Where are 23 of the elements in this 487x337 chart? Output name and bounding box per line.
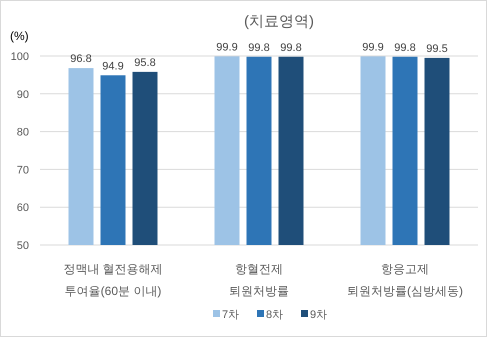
chart-title: (치료영역) (244, 13, 314, 30)
data-label: 99.8 (248, 42, 270, 54)
y-tick-label: 100 (10, 51, 29, 63)
data-label: 94.9 (102, 60, 124, 72)
legend-label: 8차 (266, 309, 284, 321)
y-tick-label: 70 (16, 164, 29, 176)
data-label: 99.5 (426, 42, 448, 55)
data-label: 95.8 (134, 56, 156, 69)
legend-label: 9차 (310, 309, 328, 321)
y-tick-label: 60 (16, 202, 29, 214)
y-tick-label: 90 (16, 88, 29, 101)
x-tick-label: 항응고제 퇴원처방률(심방세동) (347, 262, 463, 298)
data-label: 99.8 (280, 42, 302, 54)
y-tick-label: 80 (16, 126, 29, 139)
y-axis-title: (%) (10, 29, 29, 43)
legend-label: 7차 (222, 309, 240, 321)
x-tick-label: 정맥내 혈전용해제 투여율(60분 이내) (63, 262, 163, 298)
y-tick-label: 50 (16, 240, 29, 252)
data-label: 99.8 (394, 42, 416, 54)
data-label: 99.9 (362, 41, 384, 54)
x-tick-label: 항혈전제 퇴원처방률 (229, 262, 289, 298)
data-label: 99.9 (216, 41, 238, 54)
data-label: 96.8 (70, 53, 92, 66)
